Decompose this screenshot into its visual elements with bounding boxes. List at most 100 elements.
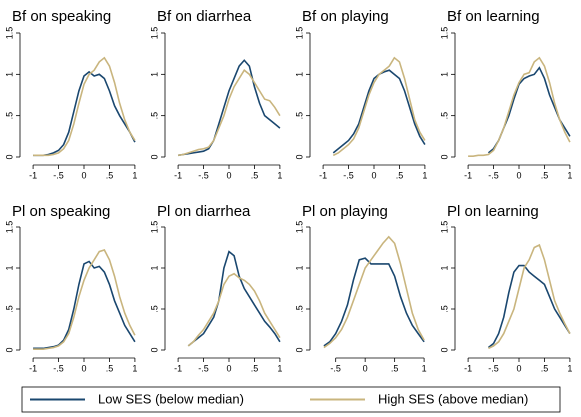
x-tick-label: .5 [251,363,259,373]
panel-title: Pl on diarrhea [157,203,251,220]
x-tick-label: -.5 [488,363,499,373]
density-line [187,272,281,347]
y-tick-label: .5 [149,112,159,120]
x-tick-label: -.5 [330,363,341,373]
x-tick-label: -1 [319,170,327,180]
x-tick-label: 1 [277,170,282,180]
y-tick-label: 1.5 [149,27,159,40]
legend-box [21,386,561,413]
density-line [468,56,571,157]
y-tick-label: 0 [439,154,449,159]
density-line [488,243,571,350]
x-tick-label: -1 [464,170,472,180]
x-tick-label: .5 [391,363,399,373]
x-tick-label: .5 [396,170,404,180]
y-tick-label: 1 [149,265,159,270]
y-tick-label: .5 [439,305,449,313]
density-line [323,235,425,349]
panel-title: Bf on playing [302,8,389,25]
y-tick-label: 1.5 [439,221,449,234]
x-tick-label: 0 [516,363,521,373]
y-tick-label: .5 [4,305,14,313]
y-tick-label: 0 [4,347,14,352]
x-tick-label: .5 [251,170,259,180]
x-tick-label: -1 [29,363,37,373]
y-tick-label: 1.5 [149,221,159,234]
x-tick-label: .5 [541,363,549,373]
legend-label: High SES (above median) [378,391,528,406]
y-tick-label: .5 [4,112,14,120]
y-tick-label: 1 [4,72,14,77]
x-tick-label: 1 [422,363,427,373]
panel-title: Pl on playing [302,203,388,220]
density-line [323,257,425,347]
x-tick-label: 1 [567,170,572,180]
x-tick-label: -1 [464,363,472,373]
legend-label: Low SES (below median) [98,391,244,406]
y-tick-label: 1.5 [4,221,14,234]
y-tick-label: 0 [4,154,14,159]
x-tick-label: -.5 [53,363,64,373]
x-tick-label: 0 [81,170,86,180]
y-tick-label: 1 [294,265,304,270]
x-tick-label: 0 [363,363,368,373]
y-tick-label: 1.5 [294,27,304,40]
x-tick-label: -.5 [198,170,209,180]
x-tick-label: .5 [106,170,114,180]
panel-title: Pl on speaking [12,203,110,220]
density-line [33,70,136,157]
y-tick-label: 0 [149,154,159,159]
density-line [33,56,136,157]
x-tick-label: 0 [226,363,231,373]
y-tick-label: 1.5 [4,27,14,40]
panel-title: Bf on learning [447,8,540,25]
y-tick-label: 1 [439,72,449,77]
x-tick-label: 1 [567,363,572,373]
y-tick-label: 0 [294,347,304,352]
x-tick-label: 0 [81,363,86,373]
y-tick-label: .5 [149,305,159,313]
density-line [33,260,136,350]
panel-title: Pl on learning [447,203,539,220]
x-tick-label: .5 [106,363,114,373]
x-tick-label: 0 [516,170,521,180]
y-tick-label: .5 [294,305,304,313]
x-tick-label: -.5 [198,363,209,373]
y-tick-label: 1 [294,72,304,77]
x-tick-label: 0 [226,170,231,180]
x-tick-label: -.5 [343,170,354,180]
y-tick-label: 1.5 [294,221,304,234]
x-tick-label: 1 [422,170,427,180]
density-line [187,250,281,347]
y-tick-label: .5 [439,112,449,120]
x-tick-label: -.5 [488,170,499,180]
density-line [33,248,136,350]
density-line [332,56,426,157]
x-tick-label: -.5 [53,170,64,180]
density-line [177,69,281,157]
panel-title: Bf on diarrhea [157,8,252,25]
y-tick-label: 0 [294,154,304,159]
x-tick-label: -1 [174,363,182,373]
x-tick-label: 0 [371,170,376,180]
x-tick-label: 1 [277,363,282,373]
density-line [487,66,571,154]
x-tick-label: -1 [174,170,182,180]
x-tick-label: .5 [541,170,549,180]
y-tick-label: 1 [149,72,159,77]
y-tick-label: 1 [4,265,14,270]
density-line [332,69,426,154]
y-tick-label: 1 [439,265,449,270]
y-tick-label: 1.5 [439,27,449,40]
y-tick-label: 0 [149,347,159,352]
y-tick-label: .5 [294,112,304,120]
panel-title: Bf on speaking [12,8,111,25]
y-tick-label: 0 [439,347,449,352]
x-tick-label: -1 [29,170,37,180]
density-line [177,59,281,157]
x-tick-label: 1 [132,363,137,373]
x-tick-label: 1 [132,170,137,180]
density-line [487,264,571,349]
